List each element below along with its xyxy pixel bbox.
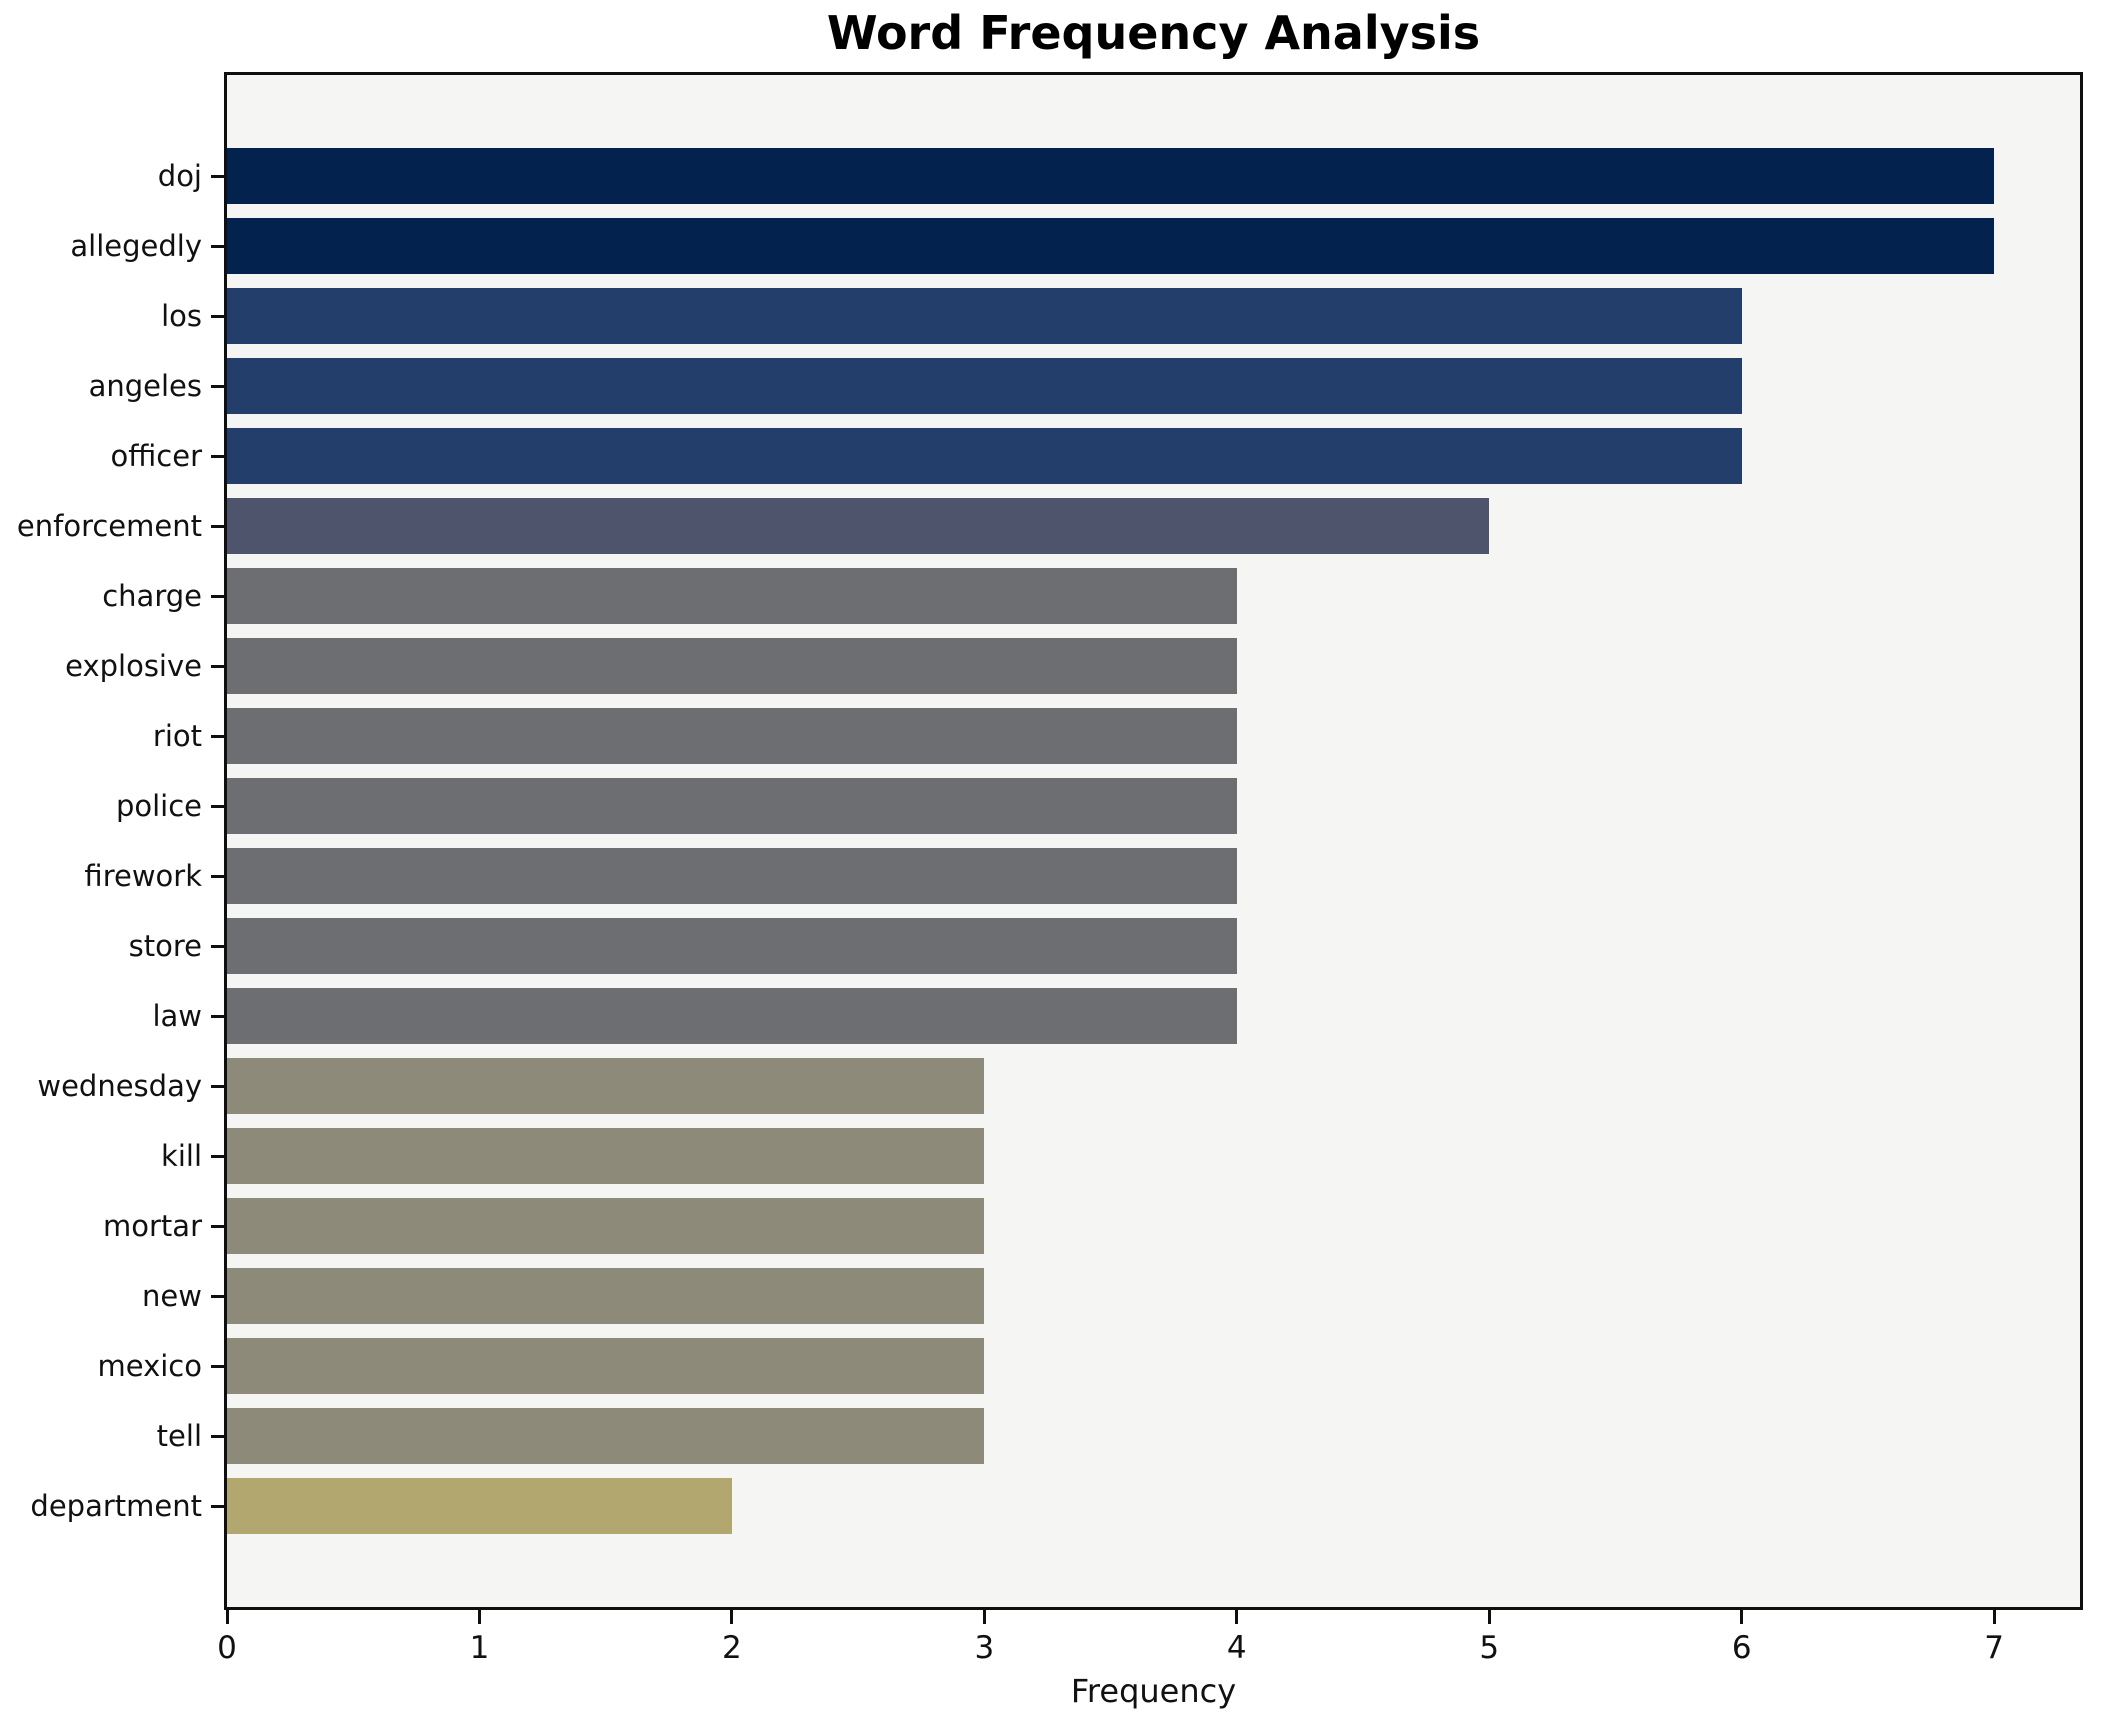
bar	[227, 778, 1237, 834]
x-tick-label: 7	[1984, 1630, 2005, 1666]
y-tick-label: angeles	[88, 369, 202, 403]
y-tick-mark	[211, 874, 224, 878]
y-tick-label: new	[142, 1279, 202, 1313]
y-tick-label: law	[152, 999, 202, 1033]
bar	[227, 498, 1490, 554]
y-tick-label: charge	[102, 579, 202, 613]
x-tick-label: 2	[722, 1630, 742, 1666]
x-tick-mark	[1740, 1610, 1744, 1624]
y-tick-label: kill	[161, 1139, 202, 1173]
bar	[227, 1128, 985, 1184]
bar	[227, 988, 1237, 1044]
x-tick-mark	[1235, 1610, 1239, 1624]
bar	[227, 568, 1237, 624]
y-tick-label: riot	[152, 719, 202, 753]
bar	[227, 1058, 985, 1114]
y-tick-mark	[211, 174, 224, 178]
y-tick-mark	[211, 1084, 224, 1088]
x-tick-mark	[225, 1610, 229, 1624]
bar	[227, 708, 1237, 764]
bar	[227, 358, 1742, 414]
y-tick-mark	[211, 944, 224, 948]
bar	[227, 1338, 985, 1394]
bar	[227, 1268, 985, 1324]
x-axis-label: Frequency	[1070, 1672, 1237, 1710]
y-tick-mark	[211, 1434, 224, 1438]
y-tick-label: police	[115, 789, 202, 823]
x-tick-label: 3	[974, 1630, 995, 1666]
y-tick-label: wednesday	[37, 1069, 202, 1103]
x-tick-label: 0	[217, 1630, 237, 1666]
y-tick-label: mortar	[103, 1209, 202, 1243]
y-tick-mark	[211, 244, 224, 248]
y-tick-label: doj	[157, 159, 202, 193]
y-tick-mark	[211, 1224, 224, 1228]
y-tick-mark	[211, 314, 224, 318]
x-tick-mark	[1992, 1610, 1996, 1624]
x-tick-mark	[477, 1610, 481, 1624]
y-tick-label: enforcement	[16, 509, 202, 543]
y-tick-mark	[211, 804, 224, 808]
y-tick-mark	[211, 664, 224, 668]
x-tick-label: 1	[469, 1630, 490, 1666]
y-tick-mark	[211, 1294, 224, 1298]
bar	[227, 1408, 985, 1464]
y-tick-mark	[211, 454, 224, 458]
bar	[227, 848, 1237, 904]
chart-title: Word Frequency Analysis	[826, 6, 1481, 60]
bar	[227, 1198, 985, 1254]
x-tick-label: 5	[1479, 1630, 1500, 1666]
bar	[227, 148, 1995, 204]
bar	[227, 428, 1742, 484]
y-tick-label: mexico	[97, 1349, 203, 1383]
y-tick-label: tell	[156, 1419, 202, 1453]
y-tick-mark	[211, 734, 224, 738]
x-tick-label: 6	[1731, 1630, 1752, 1666]
bar	[227, 1478, 732, 1534]
x-tick-mark	[730, 1610, 734, 1624]
x-tick-mark	[982, 1610, 986, 1624]
y-tick-label: los	[161, 299, 202, 333]
bar	[227, 288, 1742, 344]
bar	[227, 918, 1237, 974]
y-tick-mark	[211, 1154, 224, 1158]
y-tick-mark	[211, 594, 224, 598]
x-tick-label: 4	[1226, 1630, 1247, 1666]
y-tick-label: firework	[84, 859, 202, 893]
y-tick-label: department	[30, 1489, 202, 1523]
bar	[227, 638, 1237, 694]
y-tick-mark	[211, 1014, 224, 1018]
bar	[227, 218, 1995, 274]
y-tick-label: store	[128, 929, 202, 963]
y-tick-label: officer	[110, 439, 203, 473]
y-tick-mark	[211, 1504, 224, 1508]
y-tick-label: explosive	[65, 649, 202, 683]
plot-area	[224, 72, 2083, 1610]
y-tick-mark	[211, 1364, 224, 1368]
y-tick-mark	[211, 524, 224, 528]
y-tick-mark	[211, 384, 224, 388]
x-tick-mark	[1487, 1610, 1491, 1624]
y-tick-label: allegedly	[70, 229, 202, 263]
